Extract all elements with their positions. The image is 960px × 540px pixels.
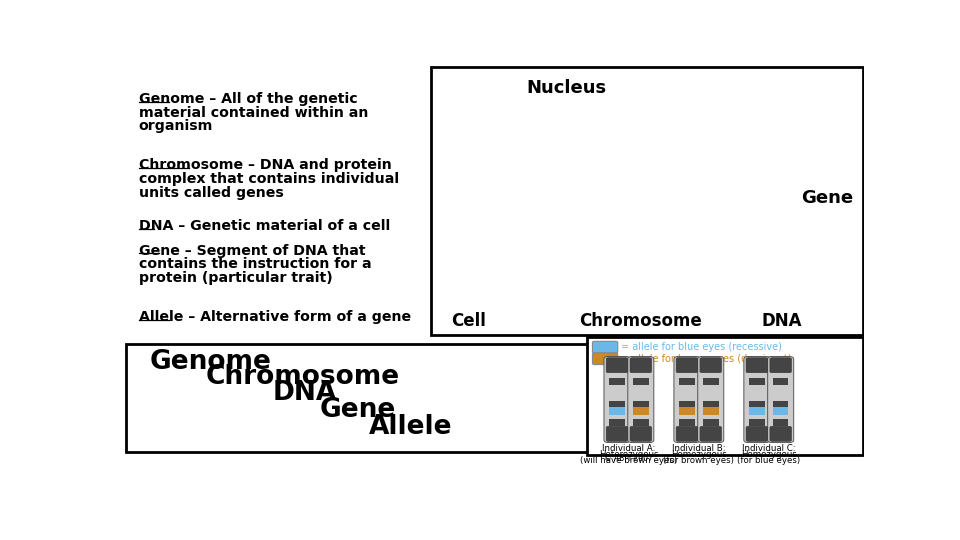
FancyBboxPatch shape <box>630 427 652 441</box>
FancyBboxPatch shape <box>746 427 768 441</box>
Bar <box>773 420 788 426</box>
Bar <box>431 67 862 335</box>
FancyBboxPatch shape <box>606 427 628 441</box>
Bar <box>679 420 695 426</box>
Bar <box>610 420 625 426</box>
Text: Chromosome: Chromosome <box>205 364 399 390</box>
Text: Homozygous: Homozygous <box>671 450 727 459</box>
FancyBboxPatch shape <box>676 427 698 441</box>
FancyBboxPatch shape <box>630 357 652 373</box>
FancyBboxPatch shape <box>592 341 617 353</box>
FancyBboxPatch shape <box>698 356 724 443</box>
Bar <box>126 344 630 453</box>
Bar <box>679 378 695 384</box>
Bar <box>610 361 625 368</box>
Bar <box>703 361 718 368</box>
Text: © ABPI 2007: © ABPI 2007 <box>604 454 653 463</box>
Text: DNA: DNA <box>273 380 337 406</box>
Text: Cell: Cell <box>451 312 486 329</box>
Text: DNA – Genetic material of a cell: DNA – Genetic material of a cell <box>138 219 390 233</box>
FancyBboxPatch shape <box>676 357 698 373</box>
Text: Chromosome – DNA and protein: Chromosome – DNA and protein <box>138 158 392 172</box>
Bar <box>749 420 765 426</box>
Text: (will have brown eyes): (will have brown eyes) <box>581 456 678 465</box>
Bar <box>749 401 765 407</box>
Bar <box>679 401 695 407</box>
Bar <box>610 378 625 384</box>
Bar <box>703 407 718 415</box>
Text: organism: organism <box>138 119 213 133</box>
Text: Genome: Genome <box>150 349 272 375</box>
Bar <box>633 361 649 368</box>
FancyBboxPatch shape <box>592 353 617 365</box>
Text: Gene – Segment of DNA that: Gene – Segment of DNA that <box>138 244 365 258</box>
Bar <box>679 407 695 415</box>
Bar <box>773 407 788 415</box>
Text: Nucleus: Nucleus <box>526 79 607 97</box>
Bar <box>703 401 718 407</box>
Text: units called genes: units called genes <box>138 186 283 200</box>
FancyBboxPatch shape <box>604 356 630 443</box>
FancyBboxPatch shape <box>700 427 722 441</box>
Text: Genome – All of the genetic: Genome – All of the genetic <box>138 92 357 106</box>
Bar <box>703 420 718 426</box>
Bar <box>610 407 625 415</box>
FancyBboxPatch shape <box>770 427 791 441</box>
FancyBboxPatch shape <box>770 357 791 373</box>
Bar <box>773 378 788 384</box>
Text: contains the instruction for a: contains the instruction for a <box>138 258 372 271</box>
Text: Gene: Gene <box>320 397 396 423</box>
Bar <box>773 361 788 368</box>
FancyBboxPatch shape <box>768 356 794 443</box>
Bar <box>749 361 765 368</box>
FancyBboxPatch shape <box>606 357 628 373</box>
Text: Gene: Gene <box>801 189 852 207</box>
Text: Heterozygous: Heterozygous <box>599 450 659 459</box>
Text: Chromosome: Chromosome <box>580 312 702 329</box>
Text: Individual B:: Individual B: <box>672 444 726 453</box>
Text: Individual C:: Individual C: <box>742 444 796 453</box>
Text: = allele for blue eyes (recessive): = allele for blue eyes (recessive) <box>621 342 782 352</box>
Text: (for blue eyes): (for blue eyes) <box>737 456 801 465</box>
Bar <box>610 401 625 407</box>
Text: DNA: DNA <box>762 312 803 329</box>
Bar <box>679 361 695 368</box>
Bar <box>633 407 649 415</box>
FancyBboxPatch shape <box>744 356 770 443</box>
Text: Individual A:: Individual A: <box>602 444 656 453</box>
Text: Allele – Alternative form of a gene: Allele – Alternative form of a gene <box>138 310 411 324</box>
Bar <box>749 378 765 384</box>
Text: Allele: Allele <box>370 414 453 441</box>
FancyBboxPatch shape <box>700 357 722 373</box>
Text: Homozygous: Homozygous <box>741 450 797 459</box>
Bar <box>773 401 788 407</box>
Bar <box>633 420 649 426</box>
FancyBboxPatch shape <box>746 357 768 373</box>
Text: (for brown eyes): (for brown eyes) <box>663 456 734 465</box>
FancyBboxPatch shape <box>674 356 700 443</box>
Bar <box>703 378 718 384</box>
Text: material contained within an: material contained within an <box>138 105 368 119</box>
Text: protein (particular trait): protein (particular trait) <box>138 271 332 285</box>
Bar <box>749 407 765 415</box>
FancyBboxPatch shape <box>628 356 654 443</box>
Bar <box>633 378 649 384</box>
Bar <box>633 401 649 407</box>
Text: complex that contains individual: complex that contains individual <box>138 172 398 186</box>
Text: = allele for brown eyes (dominant): = allele for brown eyes (dominant) <box>621 354 792 364</box>
Bar <box>588 337 862 455</box>
